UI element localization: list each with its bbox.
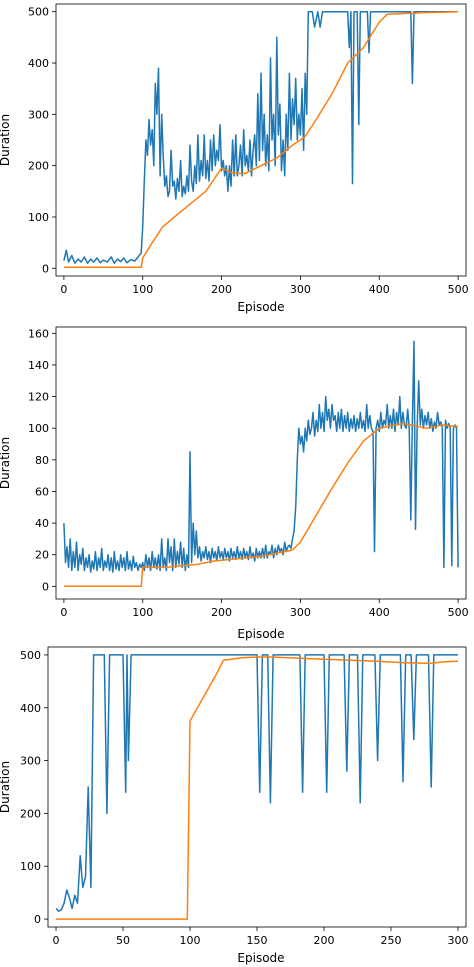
panel-2-xlabel: Episode: [237, 627, 284, 641]
panel-2-ytick-label: 120: [28, 391, 49, 404]
panel-2-xtick-label: 0: [60, 606, 67, 619]
panel-2-ytick-label: 40: [35, 517, 49, 530]
panel-3-xtick-label: 200: [313, 934, 334, 947]
panel-1-ytick-label: 200: [28, 160, 49, 173]
panel-1-ytick-label: 400: [28, 57, 49, 70]
panel-2-ytick-label: 140: [28, 359, 49, 372]
panel-1-xtick-label: 0: [60, 283, 67, 296]
panel-3-series-1-line: [55, 654, 458, 912]
panel-3-ytick-label: 100: [20, 860, 41, 873]
panel-2-series-2-line: [63, 422, 459, 588]
panel-2-xtick-label: 200: [211, 606, 232, 619]
panel-3-series-2-line: [56, 656, 459, 920]
panel-1-ytick-label: 0: [42, 262, 49, 275]
panel-3-xtick-label: 0: [53, 934, 60, 947]
panel-2-ytick-label: 100: [28, 422, 49, 435]
panel-3: Episode Duration 0 50 100 150 200 250 300 0 100 2…: [0, 646, 468, 965]
panel-2-ytick-label: 80: [35, 454, 49, 467]
panel-1-xtick-label: 100: [132, 283, 153, 296]
panel-1-series-2-line: [63, 10, 459, 269]
panel-1-plot-frame: [55, 3, 467, 277]
panel-2-ytick-label: 160: [28, 327, 49, 340]
panel-1-xtick-label: 500: [448, 283, 469, 296]
panel-1-ytick-label: 100: [28, 211, 49, 224]
panel-3-xlabel: Episode: [237, 951, 284, 965]
panel-3-xtick-label: 150: [247, 934, 268, 947]
panel-2-xtick-label: 300: [290, 606, 311, 619]
panel-3-xtick-label: 100: [180, 934, 201, 947]
panel-3-ytick-label: 400: [20, 702, 41, 715]
panel-2-xtick-label: 500: [448, 606, 469, 619]
panel-3-xtick-label: 50: [116, 934, 130, 947]
panel-1: Episode Duration 0 100 200 300 400 500 0 100 200…: [0, 3, 469, 314]
panel-1-xlabel: Episode: [237, 300, 284, 314]
panel-2-ytick-label: 60: [35, 485, 49, 498]
panel-3-ytick-label: 300: [20, 755, 41, 768]
panel-2-ytick-label: 0: [42, 580, 49, 593]
panel-2-ytick-label: 20: [35, 549, 49, 562]
panel-1-xtick-label: 200: [211, 283, 232, 296]
panel-1-xtick-label: 300: [290, 283, 311, 296]
panel-3-ylabel: Duration: [0, 761, 12, 813]
panel-1-xtick-label: 400: [369, 283, 390, 296]
panel-1-ylabel: Duration: [0, 114, 12, 166]
panel-2-series-1-line: [63, 340, 459, 573]
panel-3-ytick-label: 0: [34, 913, 41, 926]
panel-1-ytick-label: 300: [28, 108, 49, 121]
panel-3-ytick-label: 200: [20, 807, 41, 820]
panel-2-ylabel: Duration: [0, 437, 12, 489]
panel-1-ytick-label: 500: [28, 6, 49, 19]
panel-2-plot-frame: [55, 326, 467, 600]
panel-2: Episode Duration 0 100 200 300 400 500 0 20 40 60…: [0, 326, 469, 641]
panel-2-xtick-label: 100: [132, 606, 153, 619]
panel-3-xtick-label: 300: [447, 934, 468, 947]
panel-1-series-1-line: [63, 10, 459, 264]
panel-3-ytick-label: 500: [20, 649, 41, 662]
panel-3-xtick-label: 250: [380, 934, 401, 947]
panel-2-xtick-label: 400: [369, 606, 390, 619]
